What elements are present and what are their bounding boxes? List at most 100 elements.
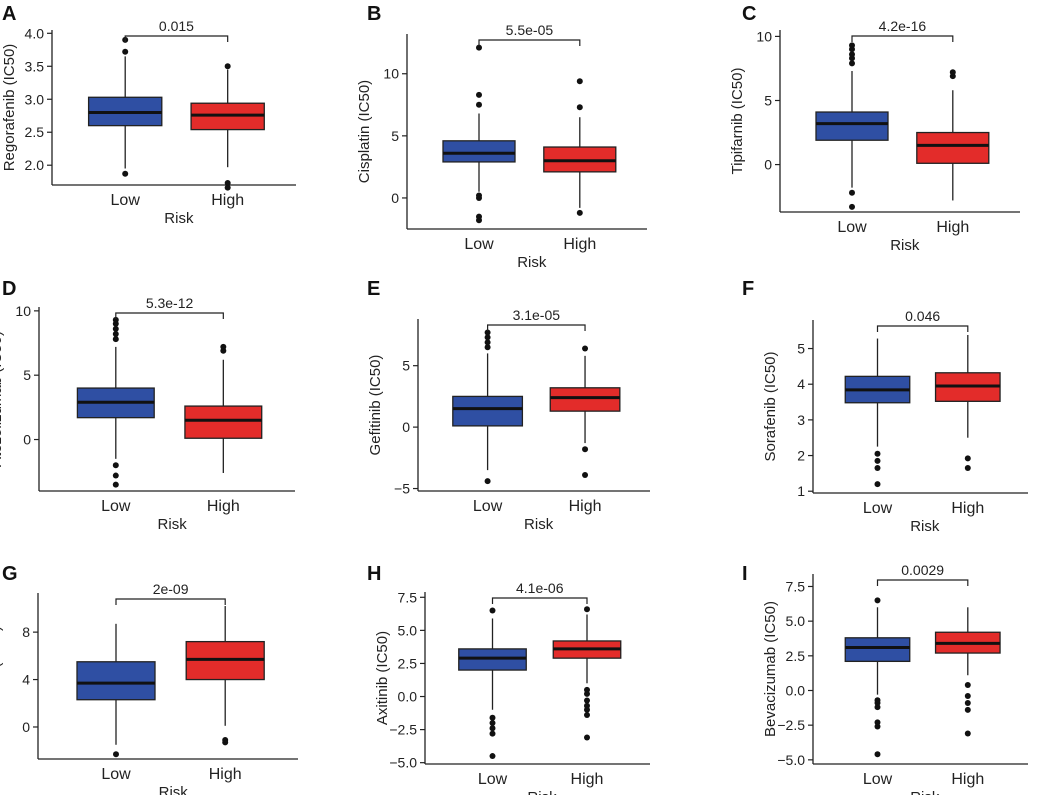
- y-tick-label: 1: [797, 483, 805, 499]
- outlier-point: [964, 706, 971, 713]
- p-value-label: 5.5e-05: [506, 22, 554, 38]
- outlier-point: [220, 343, 227, 350]
- outlier-point: [112, 316, 119, 323]
- iqr-box: [184, 405, 263, 439]
- iqr-box: [452, 395, 524, 427]
- y-tick-label: 2: [797, 448, 805, 464]
- outlier-point: [112, 481, 119, 488]
- outlier-point: [476, 91, 482, 98]
- x-category-label: Low: [863, 771, 893, 788]
- x-axis-title: Risk: [517, 254, 547, 271]
- y-axis-title: Sorafenib (IC50): [762, 351, 779, 461]
- outlier-point: [874, 751, 881, 758]
- y-tick-label: 5: [402, 358, 410, 374]
- box-low: [76, 623, 156, 758]
- panel-d: D 0 5 10 Atezolizumab (IC50) Low High Risk 5.3e-…: [0, 278, 295, 533]
- panel-letter: C: [742, 3, 756, 25]
- y-tick-label: 3: [797, 412, 805, 428]
- panel-b: B 0 5 10 Cisplatin (IC50) Low High Risk 5.5e-05: [356, 3, 647, 271]
- box-low: [76, 316, 155, 488]
- y-axis-title: Regorafenib (IC50): [1, 44, 18, 172]
- y-axis-title: Bevacizumab (IC50): [762, 601, 779, 737]
- y-tick-label: 3.5: [25, 58, 45, 74]
- y-tick-label: 0.0: [786, 682, 806, 698]
- x-category-label: High: [569, 498, 602, 515]
- outlier-point: [849, 189, 855, 196]
- x-category-label: High: [211, 192, 244, 209]
- x-category-label: Low: [473, 498, 503, 515]
- box-high: [190, 63, 265, 191]
- significance-bracket: [876, 325, 969, 332]
- significance-bracket: [851, 35, 954, 42]
- outlier-point: [584, 606, 590, 613]
- outlier-point: [584, 712, 590, 719]
- box-low: [87, 36, 163, 177]
- outlier-point: [582, 446, 589, 453]
- outlier-point: [964, 699, 971, 706]
- outlier-point: [874, 450, 881, 457]
- outlier-point: [576, 209, 583, 216]
- y-tick-label: 2.5: [786, 648, 806, 664]
- x-axis-title: Risk: [890, 237, 920, 254]
- outlier-point: [122, 48, 129, 55]
- box-high: [549, 345, 621, 479]
- outlier-point: [584, 734, 590, 741]
- outlier-point: [576, 78, 583, 85]
- x-category-label: Low: [101, 766, 131, 783]
- x-category-label: High: [951, 500, 984, 517]
- y-tick-label: 0: [764, 157, 772, 173]
- box-low: [452, 329, 524, 485]
- outlier-point: [874, 597, 881, 604]
- p-value-label: 0.046: [905, 308, 940, 324]
- outlier-point: [489, 607, 496, 614]
- y-axis-title: Tipifarnib (IC50): [729, 68, 746, 175]
- y-tick-label: 4: [797, 376, 805, 392]
- box-high: [185, 606, 265, 746]
- box-low: [815, 42, 889, 210]
- outlier-point: [112, 325, 119, 332]
- y-tick-label: 5: [391, 128, 399, 144]
- box-low: [458, 607, 527, 760]
- y-tick-label: 5.0: [786, 613, 806, 629]
- significance-bracket: [491, 597, 588, 604]
- panel-letter: H: [367, 563, 381, 585]
- outlier-point: [584, 686, 590, 693]
- y-axis-title: Axitinib (IC50): [374, 631, 391, 725]
- x-axis-title: Risk: [910, 789, 940, 795]
- outlier-point: [484, 329, 491, 336]
- outlier-point: [484, 344, 491, 351]
- p-value-label: 2e-09: [153, 581, 189, 597]
- significance-bracket: [876, 579, 969, 586]
- outlier-point: [476, 44, 482, 51]
- outlier-point: [874, 457, 881, 464]
- box-high: [552, 606, 622, 741]
- outlier-point: [964, 465, 971, 472]
- outlier-point: [582, 345, 589, 352]
- y-tick-label: 0: [22, 719, 30, 735]
- p-value-label: 4.1e-06: [516, 580, 564, 596]
- panel-letter: I: [742, 563, 748, 585]
- y-tick-label: 10: [756, 28, 772, 44]
- y-tick-label: 5.0: [398, 622, 418, 638]
- y-tick-label: −5.0: [389, 755, 417, 771]
- iqr-box: [916, 131, 990, 164]
- y-axis-title: Atezolizumab (IC50): [0, 331, 5, 467]
- panel-letter: A: [2, 3, 16, 25]
- x-category-label: High: [571, 771, 604, 788]
- panel-letter: F: [742, 278, 754, 300]
- panel-h: H −5.0 −2.5 0.0 2.5 5.0 7.5 Axitinib (IC50) Low H…: [367, 563, 650, 795]
- outlier-point: [874, 481, 881, 488]
- outlier-point: [224, 63, 231, 70]
- outlier-point: [484, 339, 491, 346]
- outlier-point: [224, 180, 231, 187]
- outlier-point: [849, 60, 855, 67]
- iqr-box: [844, 637, 911, 663]
- outlier-point: [964, 730, 971, 737]
- outlier-point: [112, 472, 119, 479]
- outlier-point: [949, 69, 956, 76]
- outlier-point: [484, 478, 491, 485]
- significance-bracket: [115, 598, 226, 605]
- y-tick-label: 7.5: [398, 589, 418, 605]
- y-tick-label: 5: [23, 367, 31, 383]
